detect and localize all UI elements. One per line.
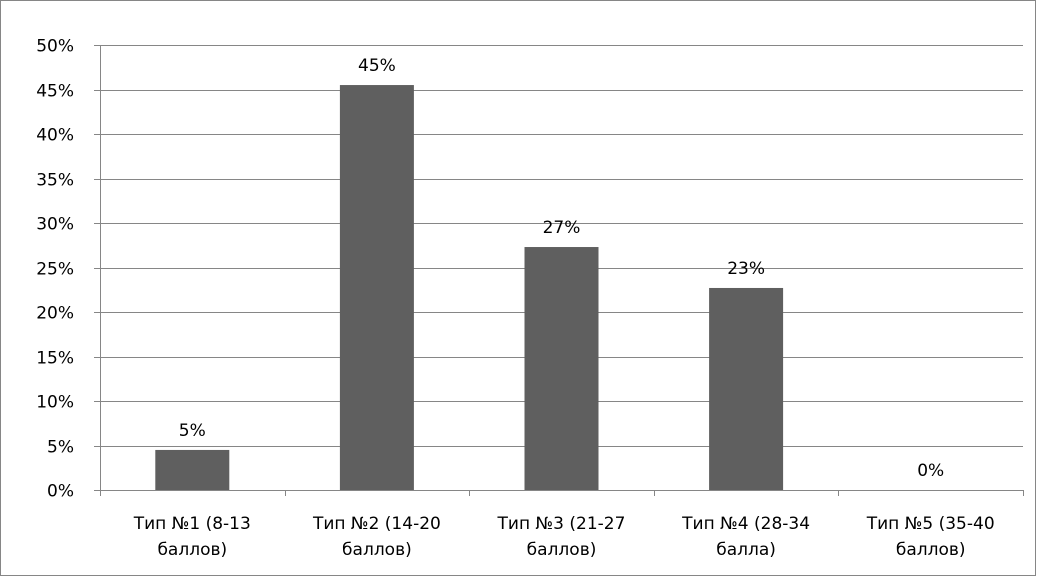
y-tick-label: 10% — [36, 393, 74, 413]
x-category-label-line: Тип №1 (8-13 — [133, 514, 251, 534]
bar — [155, 449, 230, 490]
y-tick-label: 25% — [36, 260, 74, 280]
y-tick-label: 0% — [47, 482, 74, 502]
data-label: 27% — [543, 218, 581, 238]
data-label: 45% — [358, 56, 396, 76]
x-category-label-line: балла) — [716, 540, 776, 560]
labels: 0% 5% 10% 15% 20% 25% 30% 35% 40% 45% 50% 5% Тип №1 … — [36, 37, 994, 561]
y-tick-label: 40% — [36, 126, 74, 146]
y-tick-label: 45% — [36, 82, 74, 102]
data-label: 0% — [917, 461, 944, 481]
axes — [94, 45, 1024, 496]
x-category-label: Тип №5 (35-40 баллов) — [866, 514, 995, 560]
data-label: 5% — [179, 421, 206, 441]
y-tick-label: 35% — [36, 171, 74, 191]
y-tick-label: 5% — [47, 438, 74, 458]
bar — [709, 287, 784, 490]
x-category-label: Тип №3 (21-27 баллов) — [497, 514, 626, 560]
x-category-label-line: Тип №5 (35-40 — [866, 514, 995, 534]
x-category-label-line: баллов) — [157, 540, 227, 560]
x-category-label-line: баллов) — [342, 540, 412, 560]
bar — [339, 85, 414, 491]
y-tick-label: 50% — [36, 37, 74, 57]
y-tick-label: 20% — [36, 304, 74, 324]
x-category-label: Тип №1 (8-13 баллов) — [133, 514, 251, 560]
x-category-label: Тип №2 (14-20 баллов) — [312, 514, 441, 560]
x-category-label-line: баллов) — [896, 540, 966, 560]
bar — [524, 247, 599, 490]
x-category-label-line: Тип №2 (14-20 — [312, 514, 441, 534]
data-label: 23% — [727, 259, 765, 279]
bars — [155, 85, 784, 491]
x-category-label-line: Тип №3 (21-27 — [497, 514, 626, 534]
x-category-label: Тип №4 (28-34 балла) — [681, 514, 810, 560]
x-category-label-line: баллов) — [527, 540, 597, 560]
x-category-label-line: Тип №4 (28-34 — [681, 514, 810, 534]
y-tick-label: 15% — [36, 349, 74, 369]
y-tick-label: 30% — [36, 215, 74, 235]
